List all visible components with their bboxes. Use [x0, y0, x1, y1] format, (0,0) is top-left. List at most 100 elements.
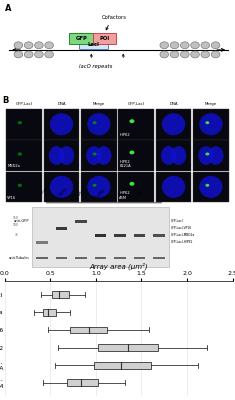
Ellipse shape — [96, 146, 111, 165]
Bar — [134, 234, 145, 237]
Ellipse shape — [87, 113, 110, 135]
FancyBboxPatch shape — [43, 109, 79, 140]
Text: lacO repeats: lacO repeats — [79, 64, 113, 69]
Ellipse shape — [199, 113, 223, 135]
Bar — [70, 327, 107, 333]
Text: 150: 150 — [12, 216, 18, 220]
Text: GFP-LacI: GFP-LacI — [16, 102, 32, 106]
Text: 75: 75 — [15, 233, 18, 237]
Bar — [36, 256, 48, 259]
Circle shape — [205, 121, 209, 124]
Bar — [153, 256, 165, 259]
Text: GFP-LacI: GFP-LacI — [39, 185, 51, 197]
FancyBboxPatch shape — [69, 33, 94, 44]
Ellipse shape — [211, 42, 220, 49]
Text: GFP-LacI-MBD2a: GFP-LacI-MBD2a — [171, 233, 195, 237]
Ellipse shape — [24, 51, 33, 58]
Bar — [134, 256, 145, 259]
Ellipse shape — [45, 42, 54, 49]
Text: LacI: LacI — [88, 42, 100, 47]
Ellipse shape — [161, 146, 176, 165]
Ellipse shape — [35, 51, 43, 58]
Ellipse shape — [170, 51, 179, 58]
Ellipse shape — [208, 146, 223, 165]
Bar — [94, 362, 151, 368]
Bar — [52, 291, 69, 298]
Bar — [114, 234, 126, 237]
Text: A: A — [4, 4, 11, 13]
Text: HIPK2: HIPK2 — [119, 133, 130, 137]
Bar — [75, 256, 87, 259]
FancyBboxPatch shape — [43, 140, 79, 171]
Ellipse shape — [201, 51, 210, 58]
Ellipse shape — [170, 42, 179, 49]
Bar — [114, 256, 126, 259]
Text: anti-GFP: anti-GFP — [14, 219, 30, 223]
FancyBboxPatch shape — [156, 109, 192, 140]
Text: GFP: GFP — [76, 36, 88, 41]
Circle shape — [129, 182, 134, 186]
FancyBboxPatch shape — [193, 109, 229, 140]
Ellipse shape — [162, 113, 185, 135]
Ellipse shape — [201, 42, 210, 49]
Text: MBD2a: MBD2a — [7, 164, 20, 168]
Text: VP16: VP16 — [78, 188, 86, 197]
Ellipse shape — [191, 42, 199, 49]
Text: GFP-LacI: GFP-LacI — [128, 102, 145, 106]
FancyBboxPatch shape — [79, 40, 108, 49]
Text: K221A: K221A — [117, 187, 127, 197]
Ellipse shape — [14, 51, 23, 58]
Text: GFP-LacI-VP16: GFP-LacI-VP16 — [171, 226, 192, 230]
Text: GFP-LacI: GFP-LacI — [92, 196, 109, 200]
Bar — [94, 234, 106, 237]
Bar — [32, 207, 169, 267]
FancyBboxPatch shape — [118, 109, 154, 140]
FancyBboxPatch shape — [43, 172, 79, 202]
Text: anti-Tubulin: anti-Tubulin — [9, 256, 30, 260]
Ellipse shape — [180, 51, 189, 58]
FancyBboxPatch shape — [156, 172, 192, 202]
Ellipse shape — [50, 176, 73, 198]
Bar — [153, 234, 165, 237]
FancyBboxPatch shape — [156, 140, 192, 171]
FancyBboxPatch shape — [193, 172, 229, 202]
Circle shape — [18, 184, 22, 187]
Text: Δ5M: Δ5M — [137, 189, 144, 197]
FancyBboxPatch shape — [93, 33, 116, 44]
Ellipse shape — [87, 176, 110, 198]
Text: Merge: Merge — [205, 102, 217, 106]
Ellipse shape — [199, 176, 223, 198]
Bar — [67, 380, 98, 386]
Ellipse shape — [160, 42, 168, 49]
Ellipse shape — [49, 146, 64, 165]
Text: MBD2a: MBD2a — [59, 186, 69, 197]
Circle shape — [205, 152, 209, 156]
Ellipse shape — [14, 42, 23, 49]
Text: HIPK2
K221A: HIPK2 K221A — [119, 160, 131, 168]
Ellipse shape — [35, 42, 43, 49]
FancyBboxPatch shape — [6, 172, 42, 202]
Circle shape — [129, 119, 134, 123]
Text: HIPK2: HIPK2 — [98, 188, 106, 197]
X-axis label: Array area (μm²): Array area (μm²) — [89, 263, 148, 270]
Circle shape — [129, 150, 134, 154]
Bar — [75, 220, 87, 223]
Bar — [55, 227, 67, 230]
FancyBboxPatch shape — [6, 109, 42, 140]
FancyBboxPatch shape — [81, 109, 117, 140]
Ellipse shape — [24, 42, 33, 49]
Ellipse shape — [50, 113, 73, 135]
Ellipse shape — [211, 51, 220, 58]
Bar — [98, 344, 158, 351]
Ellipse shape — [198, 146, 213, 165]
Text: POI: POI — [99, 36, 110, 41]
Ellipse shape — [180, 42, 189, 49]
Ellipse shape — [59, 146, 74, 165]
Bar — [55, 256, 67, 259]
Ellipse shape — [160, 51, 168, 58]
Ellipse shape — [45, 51, 54, 58]
Text: DNA: DNA — [57, 102, 66, 106]
Ellipse shape — [191, 51, 199, 58]
Text: GFP-LacI-HIPK2: GFP-LacI-HIPK2 — [171, 240, 193, 244]
FancyBboxPatch shape — [118, 172, 154, 202]
